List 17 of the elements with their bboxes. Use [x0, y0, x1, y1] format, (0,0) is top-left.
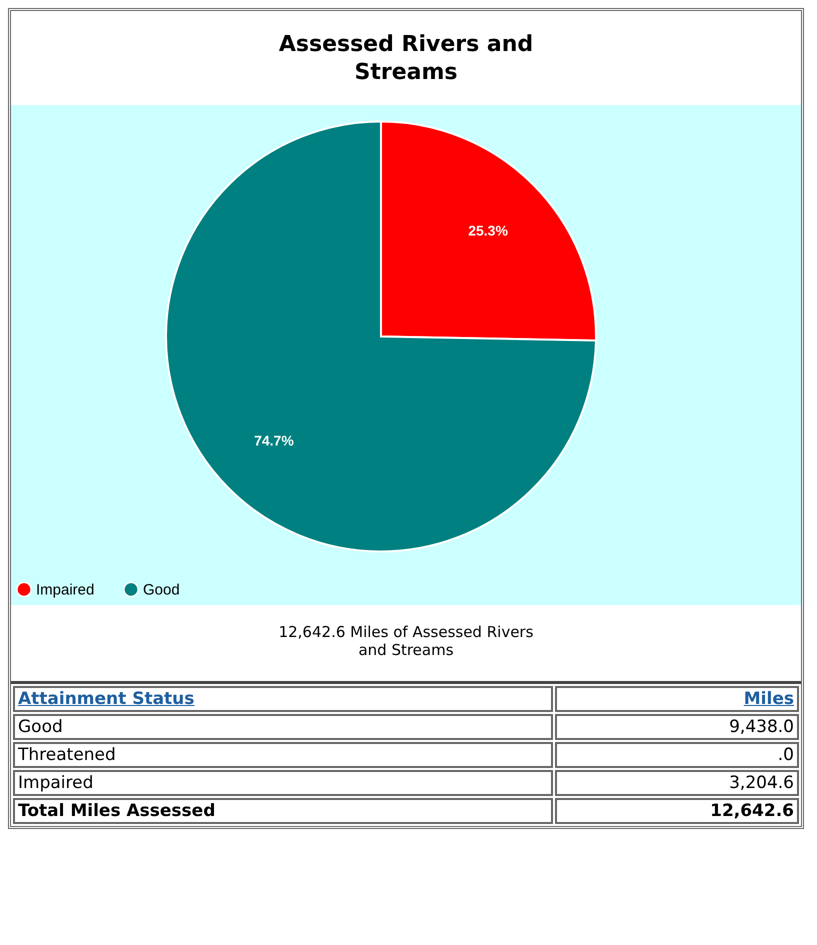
text: Good — [13, 714, 553, 740]
text: .0 — [554, 742, 799, 768]
text: Threatened — [13, 742, 553, 768]
data-label: 25.3% — [468, 222, 508, 238]
pie-slice — [165, 120, 597, 552]
text: 9,438.0 — [554, 714, 799, 740]
data-label: 74.7% — [254, 432, 294, 449]
chart-title: Assessed Rivers and Streams — [278, 31, 534, 87]
text: Attainment Status — [13, 686, 553, 712]
text: Total Miles Assessed — [13, 798, 553, 824]
text: 12,642.6 Miles of Assessed Rivers and Streams — [278, 623, 534, 659]
text: 12,642.6 — [554, 798, 799, 824]
legend-label: Good — [143, 581, 180, 598]
text: 3,204.6 — [554, 770, 799, 796]
text: Miles — [554, 686, 799, 712]
legend-label: Impaired — [36, 581, 94, 598]
text: Impaired — [13, 770, 553, 796]
